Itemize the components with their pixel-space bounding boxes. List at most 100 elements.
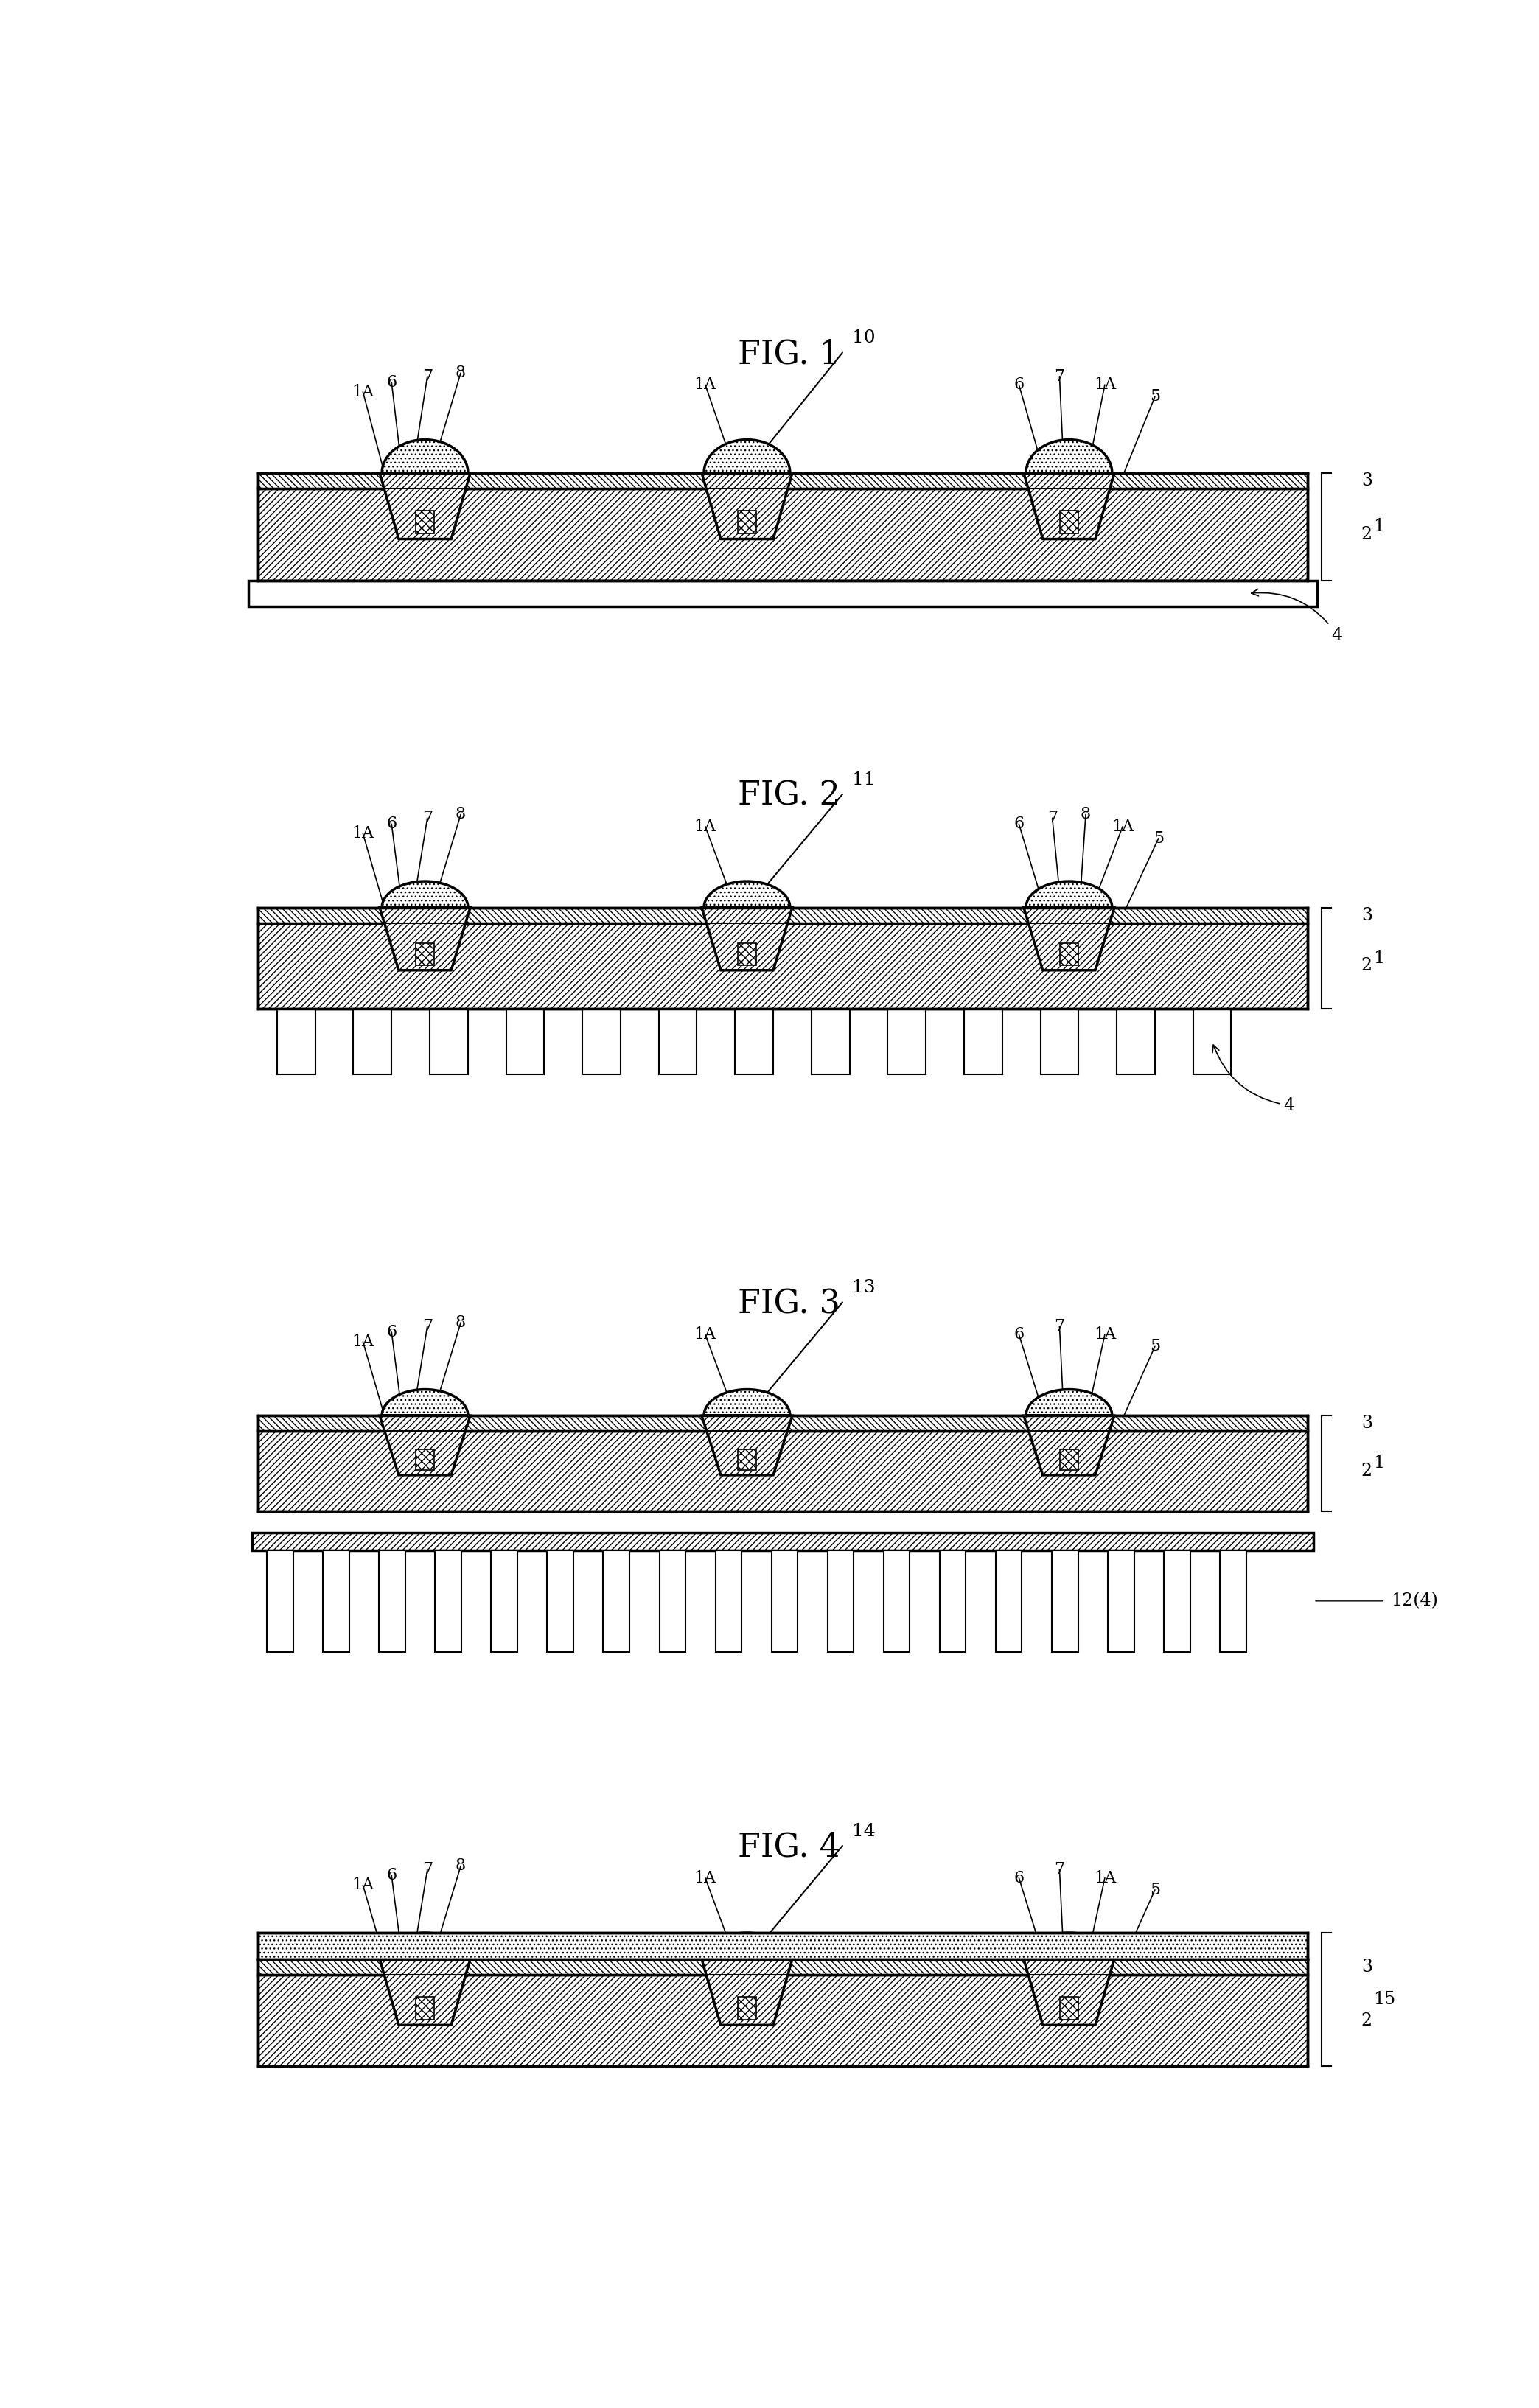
- Text: 8: 8: [456, 1859, 466, 1873]
- Bar: [416, 944, 434, 966]
- Polygon shape: [382, 441, 468, 472]
- Bar: [716, 1551, 742, 1652]
- Bar: [416, 510, 434, 535]
- Polygon shape: [382, 1934, 468, 1960]
- Text: 13: 13: [853, 1279, 876, 1296]
- Bar: [1040, 1009, 1079, 1074]
- Text: 1A: 1A: [352, 1334, 374, 1351]
- Text: FIG. 3: FIG. 3: [737, 1288, 840, 1320]
- Text: FIG. 1: FIG. 1: [737, 337, 840, 371]
- Bar: [737, 510, 756, 535]
- Text: 6: 6: [386, 1324, 397, 1341]
- Text: 7: 7: [422, 809, 432, 826]
- Text: 2: 2: [1362, 525, 1373, 542]
- Text: 6: 6: [386, 1869, 397, 1883]
- Text: 1A: 1A: [1094, 376, 1116, 393]
- Polygon shape: [702, 908, 793, 970]
- Bar: [491, 1551, 517, 1652]
- Text: 5: 5: [1150, 1881, 1160, 1898]
- Polygon shape: [382, 881, 468, 908]
- Text: 7: 7: [1047, 809, 1057, 826]
- Text: 6: 6: [1014, 1327, 1023, 1344]
- Bar: [1117, 1009, 1154, 1074]
- Text: 6: 6: [386, 373, 397, 390]
- Bar: [259, 489, 1308, 580]
- Polygon shape: [1027, 441, 1113, 472]
- Bar: [582, 1009, 620, 1074]
- Text: 1A: 1A: [352, 383, 374, 400]
- Bar: [737, 1996, 756, 2020]
- Bar: [252, 1531, 1313, 1551]
- Bar: [259, 1975, 1308, 2066]
- Polygon shape: [380, 908, 471, 970]
- Bar: [506, 1009, 545, 1074]
- Bar: [1060, 1450, 1079, 1471]
- Bar: [548, 1551, 574, 1652]
- Text: 6: 6: [1014, 1871, 1023, 1885]
- Text: 4: 4: [1251, 590, 1342, 643]
- Text: 6: 6: [386, 816, 397, 833]
- Polygon shape: [703, 881, 790, 908]
- Bar: [1220, 1551, 1247, 1652]
- Bar: [416, 1450, 434, 1471]
- Bar: [940, 1551, 966, 1652]
- Bar: [248, 580, 1317, 607]
- Polygon shape: [702, 472, 793, 539]
- Polygon shape: [703, 1389, 790, 1416]
- Text: 5: 5: [1153, 831, 1163, 848]
- Text: 1A: 1A: [1094, 1871, 1116, 1885]
- Bar: [259, 1934, 1308, 1960]
- Bar: [259, 908, 1308, 922]
- Bar: [1060, 1996, 1079, 2020]
- Bar: [996, 1551, 1022, 1652]
- Bar: [811, 1009, 850, 1074]
- Text: 1: 1: [1373, 1454, 1384, 1471]
- Text: 1A: 1A: [352, 1876, 374, 1893]
- Text: 5: 5: [1150, 1339, 1160, 1356]
- Text: 8: 8: [456, 807, 466, 824]
- Polygon shape: [1027, 881, 1113, 908]
- Text: 1A: 1A: [694, 819, 716, 836]
- Text: 3: 3: [1362, 472, 1373, 489]
- Text: 12(4): 12(4): [1391, 1592, 1437, 1609]
- Bar: [1163, 1551, 1190, 1652]
- Text: 7: 7: [422, 1861, 432, 1878]
- Text: 6: 6: [1014, 816, 1023, 833]
- Bar: [266, 1551, 292, 1652]
- Polygon shape: [1023, 908, 1114, 970]
- Text: 15: 15: [1373, 1991, 1396, 2008]
- Text: 1A: 1A: [1111, 819, 1134, 836]
- Text: 3: 3: [1362, 908, 1373, 925]
- Bar: [416, 1996, 434, 2020]
- Bar: [1060, 510, 1079, 535]
- Polygon shape: [380, 472, 471, 539]
- Text: 5: 5: [1150, 388, 1160, 405]
- Bar: [659, 1551, 685, 1652]
- Text: 11: 11: [853, 771, 876, 787]
- Bar: [828, 1551, 854, 1652]
- Bar: [1051, 1551, 1077, 1652]
- Bar: [888, 1009, 926, 1074]
- Text: 8: 8: [456, 1315, 466, 1332]
- Text: 1A: 1A: [694, 376, 716, 393]
- Bar: [963, 1009, 1002, 1074]
- Text: 1A: 1A: [694, 1871, 716, 1885]
- Bar: [436, 1551, 462, 1652]
- Bar: [603, 1551, 629, 1652]
- Text: 3: 3: [1362, 1416, 1373, 1433]
- Text: 7: 7: [422, 1317, 432, 1334]
- Polygon shape: [1023, 1960, 1114, 2025]
- Bar: [323, 1551, 349, 1652]
- Text: 1A: 1A: [1094, 1327, 1116, 1344]
- Polygon shape: [1023, 472, 1114, 539]
- Polygon shape: [382, 1389, 468, 1416]
- Bar: [259, 472, 1308, 489]
- Text: 2: 2: [1362, 2013, 1373, 2030]
- Bar: [737, 944, 756, 966]
- Bar: [737, 1450, 756, 1471]
- Text: 7: 7: [1054, 368, 1065, 385]
- Text: FIG. 4: FIG. 4: [737, 1832, 840, 1864]
- Text: 1: 1: [1373, 949, 1384, 966]
- Bar: [429, 1009, 468, 1074]
- Polygon shape: [702, 1960, 793, 2025]
